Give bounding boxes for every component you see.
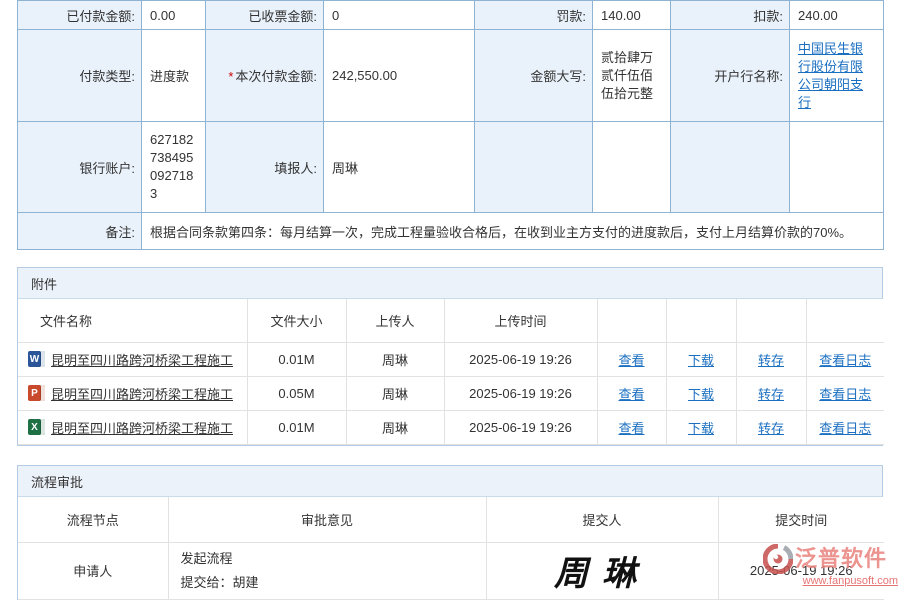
col-file-size: 文件大小	[246, 299, 347, 343]
save-as-link[interactable]: 转存	[757, 352, 784, 368]
view-log-link[interactable]: 查看日志	[819, 420, 872, 436]
file-uploader: 周琳	[345, 409, 445, 445]
bank-name-cell: 中国民生银行股份有限公司朝阳支行	[789, 29, 884, 122]
payment-info-table: 已付款金额: 0.00 已收票金额: 0 罚款: 140.00 扣款: 240.…	[17, 0, 884, 250]
bank-name-link[interactable]: 中国民生银行股份有限公司朝阳支行	[798, 40, 864, 110]
approval-panel: 流程审批 流程节点 审批意见 提交人 提交时间 申请人 发起流程 提交给：胡建 …	[17, 465, 884, 600]
empty-label-cell-1	[474, 121, 593, 213]
col-action-3	[735, 299, 807, 343]
file-name-link[interactable]: 昆明至四川路跨河桥梁工程施工	[51, 386, 234, 402]
submitter-signature: 周琳	[554, 554, 650, 594]
amount-words-value: 贰拾肆万贰仟伍佰伍拾元整	[592, 29, 671, 122]
col-submit-time: 提交时间	[717, 497, 884, 543]
file-size: 0.01M	[246, 341, 347, 377]
file-size: 0.05M	[246, 375, 347, 411]
deduction-label: 扣款:	[670, 0, 790, 30]
attachments-panel-header: 附件	[18, 268, 882, 299]
col-action-2	[665, 299, 737, 343]
col-action-4	[805, 299, 884, 343]
save-as-link[interactable]: 转存	[757, 386, 784, 402]
remark-row: 备注: 根据合同条款第四条：每月结算一次，完成工程量验收合格后，在收到业主方支付…	[17, 212, 884, 250]
approval-title: 流程审批	[31, 474, 84, 490]
deduction-value: 240.00	[789, 0, 884, 30]
penalty-label: 罚款:	[474, 0, 593, 30]
attachments-header-row: 文件名称 文件大小 上传人 上传时间	[18, 299, 884, 343]
empty-label-cell-2	[670, 121, 790, 213]
ppt-file-icon: P	[28, 385, 45, 401]
filler-label: 填报人:	[205, 121, 324, 213]
opinion-start-flow: 发起流程	[180, 550, 233, 566]
current-amount-value: 242,550.00	[323, 29, 475, 122]
amount-words-label: 金额大写:	[474, 29, 593, 122]
filler-value: 周琳	[323, 121, 475, 213]
approval-header-row: 流程节点 审批意见 提交人 提交时间	[18, 497, 884, 543]
invoiced-amount-value: 0	[323, 0, 475, 30]
excel-file-icon: X	[28, 419, 45, 435]
invoiced-amount-label: 已收票金额:	[205, 0, 324, 30]
download-link[interactable]: 下载	[687, 352, 714, 368]
paid-amount-label: 已付款金额:	[17, 0, 142, 30]
view-link[interactable]: 查看	[618, 386, 645, 402]
amounts-row: 已付款金额: 0.00 已收票金额: 0 罚款: 140.00 扣款: 240.…	[17, 0, 884, 30]
submit-time-value: 2025-06-19 19:26	[717, 541, 884, 600]
bank-name-label: 开户行名称:	[670, 29, 790, 122]
file-upload-time: 2025-06-19 19:26	[443, 341, 598, 377]
col-file-name: 文件名称	[18, 299, 248, 343]
empty-value-cell-1	[592, 121, 671, 213]
col-upload-time: 上传时间	[443, 299, 598, 343]
approval-row: 申请人 发起流程 提交给：胡建 周琳 2025-06-19 19:26	[18, 541, 884, 600]
file-name-link[interactable]: 昆明至四川路跨河桥梁工程施工	[51, 352, 234, 368]
file-uploader: 周琳	[345, 341, 445, 377]
file-size: 0.01M	[246, 409, 347, 445]
approval-table: 流程节点 审批意见 提交人 提交时间 申请人 发起流程 提交给：胡建 周琳 20…	[18, 497, 884, 600]
payment-type-value: 进度款	[141, 29, 206, 122]
remark-value: 根据合同条款第四条：每月结算一次，完成工程量验收合格后，在收到业主方支付的进度款…	[141, 212, 884, 250]
flow-node-value: 申请人	[18, 541, 169, 600]
payment-type-label: 付款类型:	[17, 29, 142, 122]
paid-amount-value: 0.00	[141, 0, 206, 30]
download-link[interactable]: 下载	[687, 420, 714, 436]
col-action-1	[596, 299, 667, 343]
file-name-link[interactable]: 昆明至四川路跨河桥梁工程施工	[51, 420, 234, 436]
penalty-value: 140.00	[592, 0, 671, 30]
view-link[interactable]: 查看	[618, 352, 645, 368]
file-uploader: 周琳	[345, 375, 445, 411]
attachments-title: 附件	[31, 276, 58, 292]
col-flow-node: 流程节点	[18, 497, 169, 543]
file-upload-time: 2025-06-19 19:26	[443, 409, 598, 445]
word-file-icon: W	[28, 351, 45, 367]
bank-account-row: 银行账户: 6271827384950927183 填报人: 周琳	[17, 121, 884, 213]
bank-account-value: 6271827384950927183	[141, 121, 206, 213]
view-log-link[interactable]: 查看日志	[819, 386, 872, 402]
attachments-table: 文件名称 文件大小 上传人 上传时间 W 昆明至四川路跨河桥梁工程施工 0.01…	[18, 299, 884, 445]
view-link[interactable]: 查看	[618, 420, 645, 436]
opinion-submit-to: 提交给：胡建	[180, 574, 259, 590]
save-as-link[interactable]: 转存	[757, 420, 784, 436]
attachments-panel: 附件 文件名称 文件大小 上传人 上传时间 W 昆明至四川路跨河桥梁工程施工	[17, 267, 884, 446]
empty-value-cell-2	[789, 121, 884, 213]
download-link[interactable]: 下载	[687, 386, 714, 402]
bank-account-label: 银行账户:	[17, 121, 142, 213]
required-asterisk: *	[228, 69, 234, 84]
approval-panel-header: 流程审批	[18, 466, 882, 497]
current-amount-label: * 本次付款金额:	[205, 29, 324, 122]
file-upload-time: 2025-06-19 19:26	[443, 375, 598, 411]
remark-label: 备注:	[17, 212, 142, 250]
attachment-row: W 昆明至四川路跨河桥梁工程施工 0.01M 周琳 2025-06-19 19:…	[18, 341, 884, 377]
payment-type-row: 付款类型: 进度款 * 本次付款金额: 242,550.00 金额大写: 贰拾肆万…	[17, 29, 884, 122]
col-approval-opinion: 审批意见	[167, 497, 487, 543]
col-uploader: 上传人	[345, 299, 445, 343]
attachment-row: X 昆明至四川路跨河桥梁工程施工 0.01M 周琳 2025-06-19 19:…	[18, 409, 884, 445]
col-submitter: 提交人	[485, 497, 719, 543]
submitter-cell: 周琳	[485, 541, 719, 600]
approval-opinion-cell: 发起流程 提交给：胡建	[167, 541, 487, 600]
attachment-row: P 昆明至四川路跨河桥梁工程施工 0.05M 周琳 2025-06-19 19:…	[18, 375, 884, 411]
view-log-link[interactable]: 查看日志	[819, 352, 872, 368]
